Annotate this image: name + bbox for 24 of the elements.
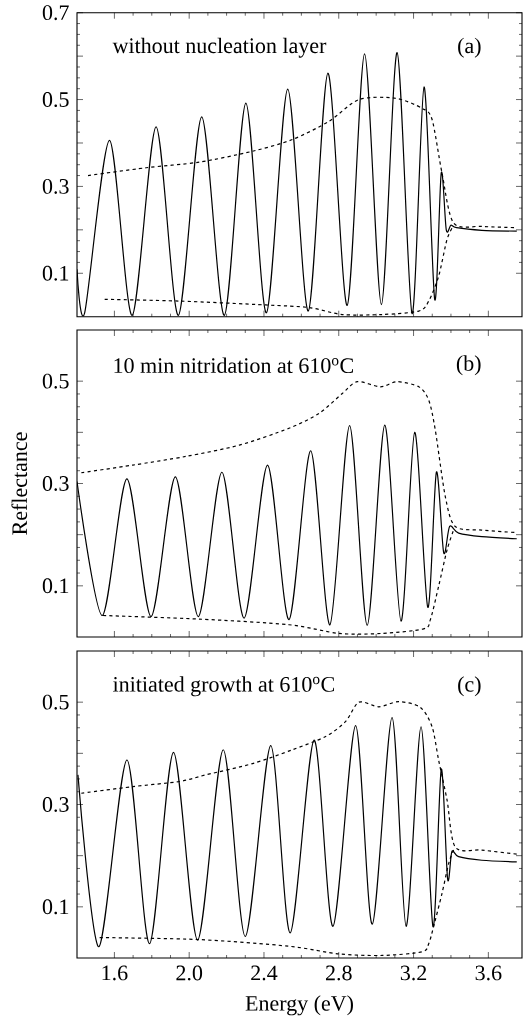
annotation: (a) bbox=[458, 37, 481, 58]
annotation: initiated growth at 610$^{o}$C bbox=[113, 676, 335, 697]
y-tick-label: 0.3 bbox=[42, 178, 69, 194]
annotation: 10 min nitridation at 610$^{o}$C bbox=[114, 357, 353, 374]
x-tick-label: 2.8 bbox=[325, 965, 352, 981]
x-tick-label: 3.2 bbox=[400, 965, 427, 981]
y-tick-label: 0.5 bbox=[42, 92, 69, 108]
annotation: (c) bbox=[458, 676, 481, 697]
y-tick-label: 0.1 bbox=[42, 899, 69, 915]
y-tick-label: 0.5 bbox=[42, 373, 69, 389]
x-tick-label: 3.6 bbox=[475, 965, 502, 981]
y-axis-title: Reflectance bbox=[11, 432, 28, 535]
x-axis-title: Energy (eV) bbox=[245, 995, 353, 1016]
annotation: without nucleation layer bbox=[112, 37, 327, 58]
y-tick-label: 0.1 bbox=[42, 578, 69, 594]
x-tick-label: 2.0 bbox=[176, 965, 203, 981]
x-tick-label: 1.6 bbox=[102, 965, 128, 981]
annotation: (b) bbox=[456, 355, 481, 376]
x-tick-label: 2.4 bbox=[251, 965, 278, 981]
y-tick-label: 0.3 bbox=[42, 476, 69, 491]
y-tick-label: 0.5 bbox=[42, 694, 69, 710]
y-tick-label: 0.3 bbox=[42, 797, 69, 812]
y-tick-label: 0.7 bbox=[42, 5, 69, 21]
y-tick-label: 0.1 bbox=[42, 265, 69, 281]
